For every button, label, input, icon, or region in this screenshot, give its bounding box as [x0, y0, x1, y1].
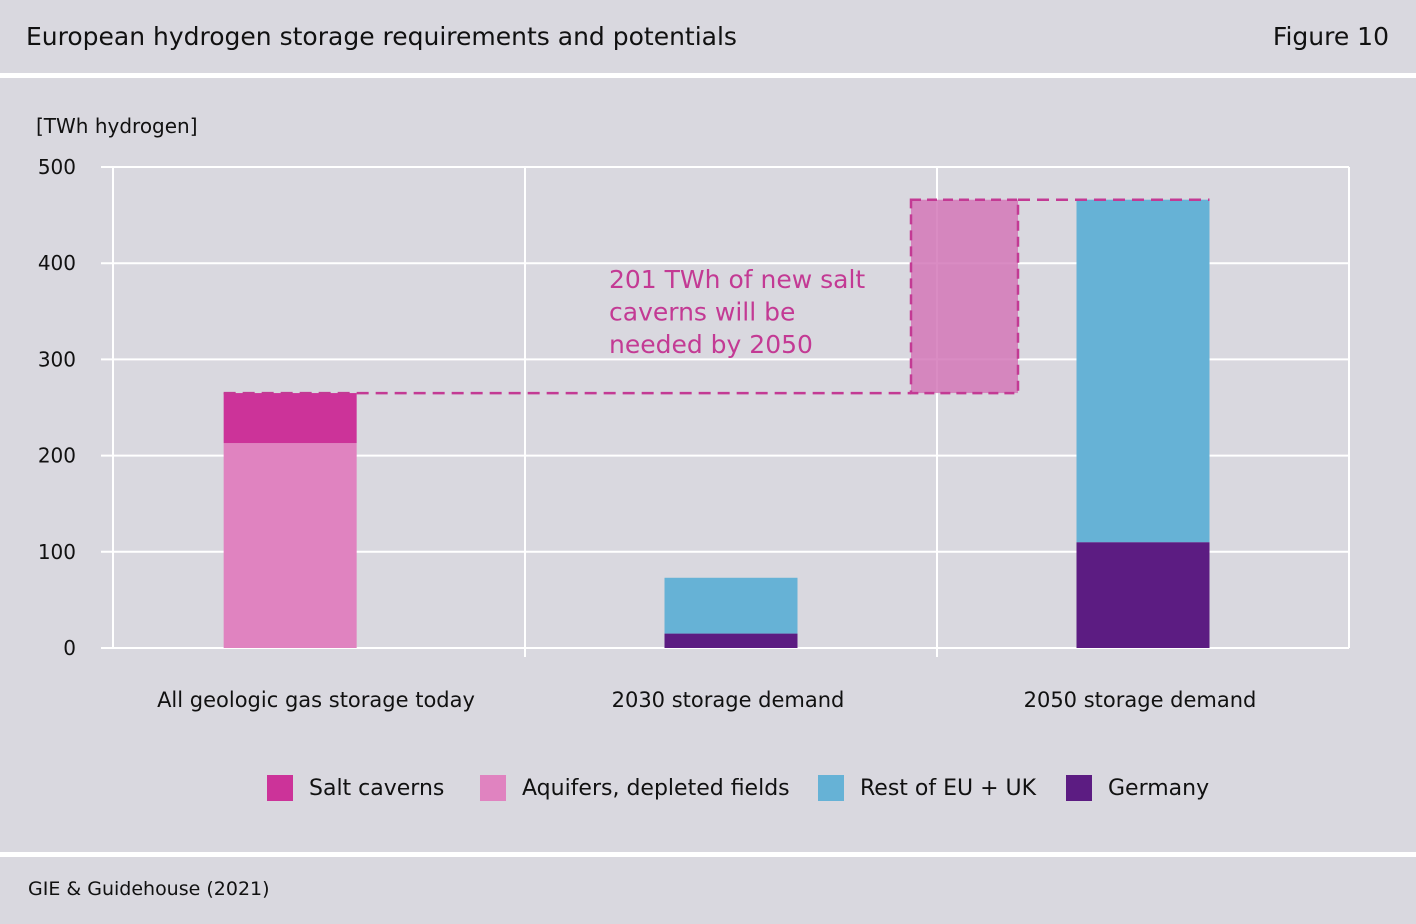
annotation-text-line: caverns will be	[609, 298, 795, 327]
y-tick-label: 200	[38, 444, 76, 468]
bar-salt-0	[223, 393, 357, 444]
source-note: GIE & Guidehouse (2021)	[28, 878, 270, 900]
legend-item: Salt caverns	[267, 775, 444, 801]
legend-item: Aquifers, depleted fields	[480, 775, 790, 801]
legend-label: Aquifers, depleted fields	[522, 775, 790, 801]
legend-label: Salt caverns	[309, 775, 445, 801]
bar-germany-2	[1076, 542, 1210, 648]
legend-label: Rest of EU + UK	[860, 775, 1037, 801]
legend-item: Germany	[1066, 775, 1209, 801]
legend-swatch	[480, 775, 506, 801]
x-category-label: 2030 storage demand	[612, 688, 845, 712]
new-salt-caverns-gap	[909, 198, 1020, 395]
chart-title: European hydrogen storage requirements a…	[26, 22, 737, 51]
x-category-label: 2050 storage demand	[1024, 688, 1257, 712]
legend-swatch	[267, 775, 293, 801]
header-divider	[0, 73, 1416, 78]
bar-aquifers-0	[223, 443, 357, 648]
y-tick-label: 400	[38, 251, 76, 275]
legend-item: Rest of EU + UK	[818, 775, 1036, 801]
annotation-text-line: 201 TWh of new salt	[609, 265, 865, 294]
bar-rest-2	[1076, 199, 1210, 543]
footer-divider	[0, 852, 1416, 857]
y-tick-label: 0	[63, 636, 76, 660]
y-axis-label: [TWh hydrogen]	[36, 114, 198, 138]
y-tick-label: 500	[38, 155, 76, 179]
x-category-label: All geologic gas storage today	[157, 688, 475, 712]
annotation-text-line: needed by 2050	[609, 330, 813, 359]
bar-rest-1	[664, 577, 798, 634]
legend-swatch	[1066, 775, 1092, 801]
legend-swatch	[818, 775, 844, 801]
header: European hydrogen storage requirements a…	[0, 0, 1416, 76]
y-tick-label: 100	[38, 540, 76, 564]
y-tick-label: 300	[38, 347, 76, 371]
legend-label: Germany	[1108, 775, 1210, 801]
bar-germany-1	[664, 633, 798, 648]
figure-number: Figure 10	[1272, 22, 1389, 51]
legend: Salt caverns Aquifers, depleted fields Res…	[0, 775, 1416, 805]
